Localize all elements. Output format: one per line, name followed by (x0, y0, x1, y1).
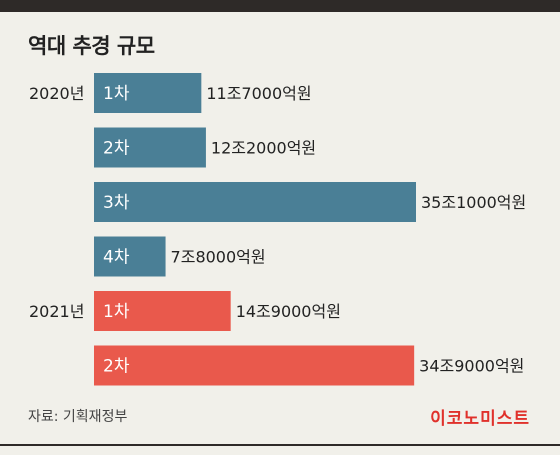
value-label: 14조9000억원 (236, 302, 341, 321)
value-label: 7조8000억원 (171, 248, 266, 267)
bar (94, 291, 231, 331)
group-label: 2020년 (29, 84, 84, 103)
value-label: 12조2000억원 (211, 139, 316, 158)
chart-title: 역대 추경 규모 (28, 34, 155, 58)
value-label: 35조1000억원 (421, 193, 526, 212)
bar (94, 236, 166, 277)
category-label: 2차 (103, 357, 130, 377)
bar (94, 73, 202, 113)
category-label: 1차 (103, 302, 130, 322)
bar (94, 182, 416, 222)
bar (94, 127, 206, 168)
category-label: 3차 (103, 193, 130, 213)
top-bar (0, 0, 560, 12)
value-label: 34조9000억원 (419, 357, 524, 376)
bar (94, 345, 415, 386)
bar-chart: 2020년 1차 11조7000억원 2차 12조2000억원 3차 35조1000억원 4차… (29, 73, 526, 386)
category-label: 4차 (103, 248, 130, 268)
value-label: 11조7000억원 (206, 84, 311, 103)
category-label: 2차 (103, 139, 130, 159)
source-note: 자료: 기획재정부 (28, 409, 128, 425)
group-label: 2021년 (29, 302, 84, 321)
brand-logo: 이코노미스트 (430, 409, 530, 429)
category-label: 1차 (103, 84, 130, 104)
bottom-rule (0, 444, 560, 446)
